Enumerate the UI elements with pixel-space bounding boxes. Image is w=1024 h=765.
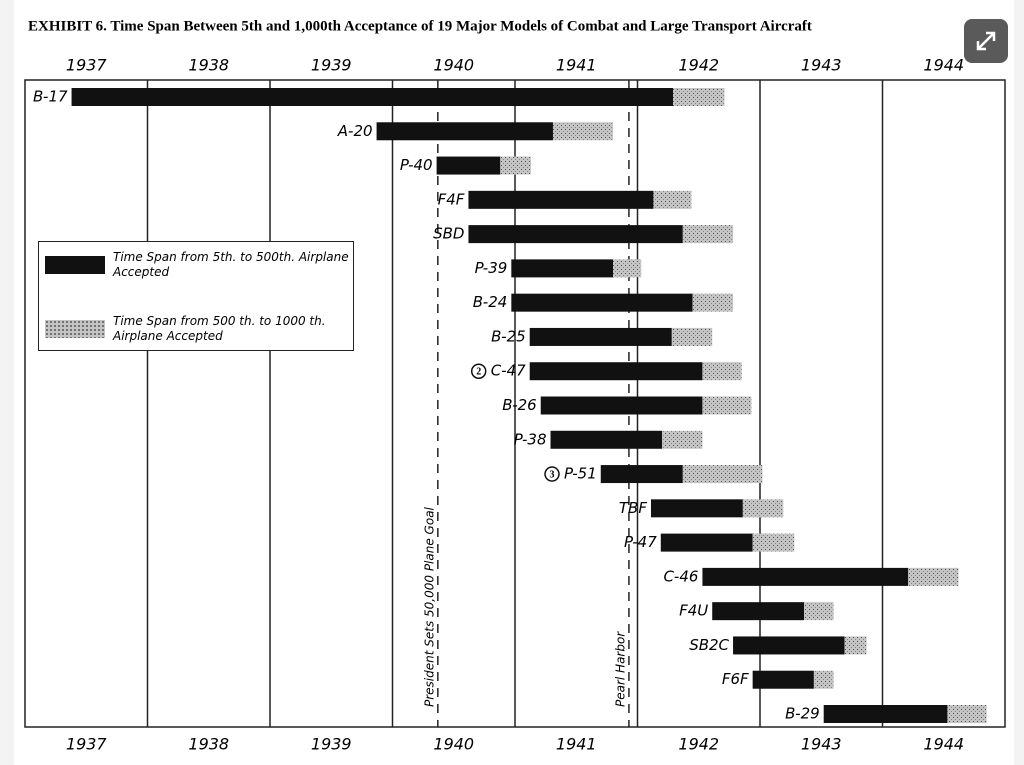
footnote-circle: [544, 466, 560, 482]
x-tick-label: 1944: [923, 735, 964, 754]
footnote-marker: 3: [550, 469, 555, 480]
bar-segment: [436, 156, 501, 175]
expand-button[interactable]: [964, 19, 1008, 63]
x-tick-label: 1942: [678, 56, 719, 75]
x-tick-label: 1938: [188, 56, 229, 75]
bar-segment: [804, 602, 834, 621]
bar-segment: [600, 465, 683, 484]
x-tick-label: 1940: [433, 56, 474, 75]
bar-segment: [468, 190, 654, 209]
legend-item: Time Span from 5th. to 500th. Airplane A…: [45, 250, 353, 280]
bar-segment: [653, 190, 692, 209]
bar-segment: [552, 122, 613, 141]
bar-segment: [813, 670, 834, 689]
bar-segment: [660, 533, 753, 552]
bar-segment: [702, 396, 752, 415]
x-tick-label: 1943: [801, 56, 842, 75]
category-label: P-47: [624, 533, 657, 551]
event-label: Pearl Harbor: [613, 631, 627, 707]
legend-swatch: [45, 320, 105, 338]
bar-segment: [529, 362, 703, 381]
expand-icon: [976, 31, 996, 51]
legend-label: Time Span from 500 th. to 1000 th. Airpl…: [113, 314, 326, 343]
category-label: A-20: [337, 122, 373, 140]
bar-segment: [702, 567, 909, 586]
x-tick-label: 1939: [311, 56, 352, 75]
bar-segment: [752, 670, 814, 689]
bar-segment: [682, 465, 763, 484]
x-tick-label: 1937: [66, 735, 108, 754]
category-label: P-38: [514, 430, 547, 448]
category-label: SB2C: [689, 636, 729, 654]
bar-segment: [692, 293, 734, 312]
chart-title: EXHIBIT 6. Time Span Between 5th and 1,0…: [28, 18, 812, 34]
bar-segment: [947, 705, 987, 723]
x-tick-label: 1940: [433, 735, 474, 754]
x-tick-label: 1941: [556, 735, 597, 754]
category-label: F4U: [679, 602, 708, 620]
bar-segment: [71, 88, 674, 106]
event-label: President Sets 50,000 Plane Goal: [422, 506, 436, 707]
category-label: P-40: [400, 156, 433, 174]
category-label: TBF: [619, 499, 647, 517]
legend-item: Time Span from 500 th. to 1000 th. Airpl…: [45, 314, 353, 344]
bar-segment: [733, 636, 845, 655]
legend-label: Time Span from 5th. to 500th. Airplane A…: [113, 250, 349, 279]
x-tick-label: 1939: [311, 735, 352, 754]
category-label: B-29: [785, 705, 820, 723]
bar-segment: [673, 88, 725, 106]
category-label: P-39: [475, 259, 508, 277]
footnote-circle: [470, 363, 487, 379]
legend: Time Span from 5th. to 500th. Airplane A…: [38, 241, 354, 351]
bar-segment: [540, 396, 703, 415]
x-tick-label: 1942: [678, 735, 719, 754]
category-label: F4F: [438, 190, 465, 208]
footnote-marker: 2: [476, 367, 481, 378]
bar-segment: [742, 499, 784, 518]
bar-segment: [511, 259, 613, 278]
bar-segment: [662, 430, 703, 449]
category-label: B-24: [473, 293, 508, 311]
bar-segment: [511, 293, 693, 312]
bar-segment: [702, 362, 742, 381]
x-tick-label: 1938: [188, 735, 229, 754]
category-label: C-47: [491, 362, 526, 380]
x-tick-label: 1941: [556, 56, 597, 75]
legend-swatch: [45, 256, 105, 274]
bar-segment: [844, 636, 867, 655]
bar-segment: [529, 327, 672, 346]
bar-segment: [671, 327, 713, 346]
category-label: SBD: [433, 225, 464, 243]
bar-segment: [613, 259, 642, 278]
x-tick-label: 1944: [923, 56, 964, 75]
category-label: F6F: [722, 670, 749, 688]
bar-segment: [500, 156, 531, 175]
bar-segment: [468, 225, 683, 244]
bar-segment: [682, 225, 734, 244]
bar-segment: [376, 122, 553, 141]
category-label: P-51: [564, 465, 597, 483]
bar-segment: [752, 533, 795, 552]
bar-segment: [908, 567, 959, 586]
x-tick-label: 1937: [66, 56, 108, 75]
category-label: B-25: [491, 327, 526, 345]
x-tick-label: 1943: [801, 735, 842, 754]
category-label: B-17: [33, 88, 68, 106]
bar-segment: [712, 602, 805, 621]
bar-segment: [550, 430, 662, 449]
bar-segment: [823, 705, 948, 723]
bar-segment: [650, 499, 743, 518]
category-label: C-46: [663, 567, 698, 585]
category-label: B-26: [502, 396, 537, 414]
